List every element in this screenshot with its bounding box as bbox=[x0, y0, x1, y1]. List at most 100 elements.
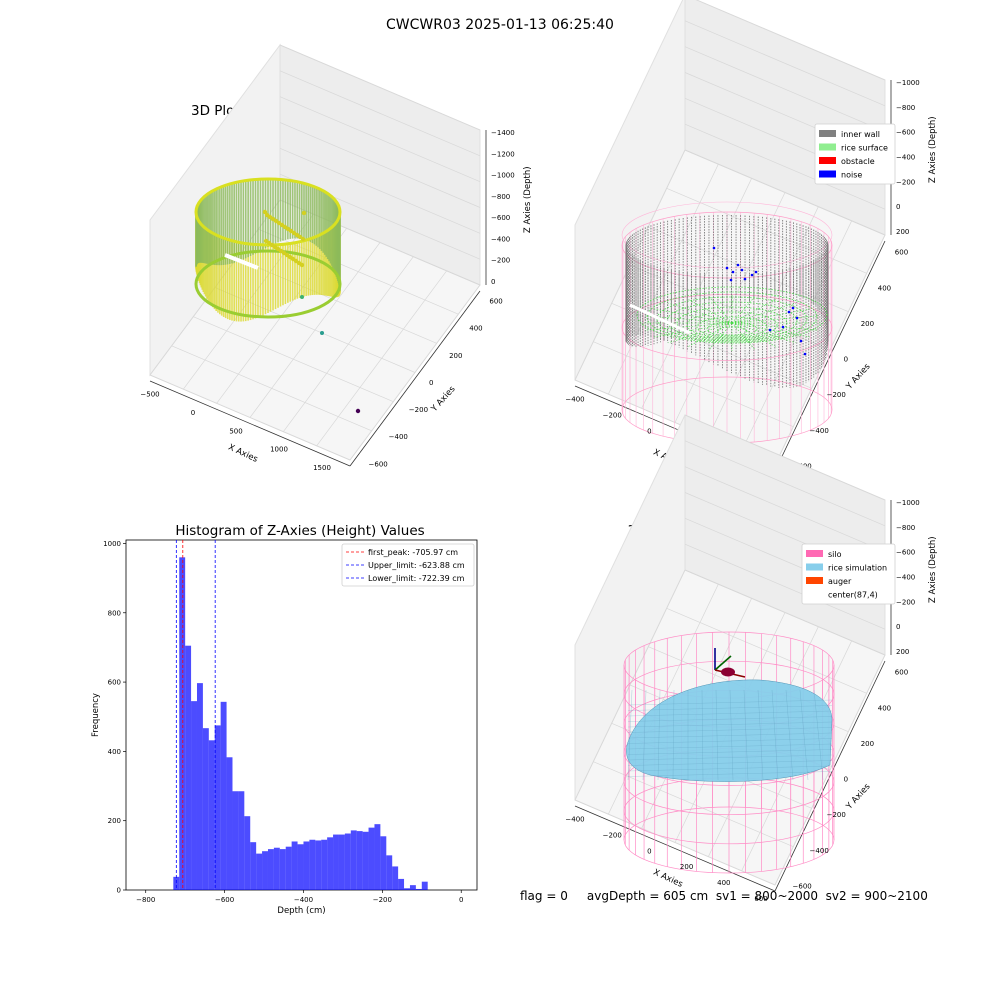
raw-z-tick-label: −1200 bbox=[491, 150, 515, 158]
cls-x-tick-label: −400 bbox=[565, 396, 584, 404]
cls-noise-point bbox=[736, 263, 740, 267]
sim-z-tick-label: −1000 bbox=[896, 499, 920, 507]
simulation-3d-axes: −400 −200 0 200 400 600 600 400 200 0 −200 −400 −600… bbox=[565, 414, 938, 903]
hist-y-tick-label: 0 bbox=[117, 887, 121, 895]
cls-rice-surface-points bbox=[654, 308, 733, 324]
cls-y-axis-line bbox=[774, 240, 886, 472]
raw-x-tick-label: 1500 bbox=[313, 464, 331, 472]
sim-y-axis-label: Y Axies bbox=[844, 781, 873, 812]
hist-y-tick-label: 400 bbox=[108, 748, 121, 756]
hist-bar bbox=[196, 683, 203, 890]
cls-legend-label: rice surface bbox=[841, 144, 888, 153]
hist-bar bbox=[185, 645, 192, 890]
hist-bar bbox=[386, 855, 393, 890]
cls-z-tick-label: 0 bbox=[896, 203, 900, 211]
cls-rice-surface-points bbox=[654, 322, 733, 338]
raw-y-tick-label: −600 bbox=[369, 460, 388, 468]
cls-legend-swatch bbox=[819, 130, 836, 137]
hist-x-tick-label: −200 bbox=[373, 896, 392, 904]
sim-rice-mesh bbox=[627, 749, 833, 755]
sim-legend-label: silo bbox=[828, 550, 842, 559]
sim-rice-mesh bbox=[627, 754, 833, 761]
histogram-axes: −800 −600 −400 −200 0 0 200 400 600 800 1000 Depth … bbox=[91, 539, 478, 916]
hist-y-tick-label: 1000 bbox=[103, 540, 121, 548]
sim-y-tick-label: −600 bbox=[793, 883, 812, 891]
sim-legend-swatch bbox=[806, 563, 823, 571]
cls-grid-line bbox=[684, 20, 886, 107]
hist-bar bbox=[415, 888, 422, 890]
sim-z-tick-label: 200 bbox=[896, 648, 909, 656]
hist-bar bbox=[374, 824, 381, 890]
sim-z-tick-label: 0 bbox=[896, 623, 900, 631]
cls-grid-line bbox=[695, 0, 886, 81]
raw-grid-line bbox=[279, 122, 481, 208]
cls-noise-point bbox=[787, 310, 791, 314]
hist-bar bbox=[273, 847, 280, 890]
sim-grid-line bbox=[684, 414, 886, 501]
cls-noise-point bbox=[712, 246, 716, 250]
classify-3d-axes: −400−20002004006006004002000−200−400−600… bbox=[565, 0, 938, 483]
hist-bar bbox=[238, 791, 245, 890]
cls-rice-surface-points bbox=[636, 286, 828, 344]
hist-bar bbox=[285, 846, 292, 890]
sim-z-tick-label: −600 bbox=[896, 549, 915, 557]
sim-y-tick-label: 400 bbox=[878, 704, 891, 712]
cls-rice-surface-points bbox=[668, 322, 733, 344]
hist-bar bbox=[380, 836, 387, 890]
histogram-title: Histogram of Z-Axies (Height) Values bbox=[175, 523, 425, 539]
raw-z-axis-label: Z Axies (Depth) bbox=[523, 166, 533, 233]
raw-interior-point bbox=[301, 210, 307, 216]
hist-bar bbox=[226, 757, 233, 890]
hist-bar bbox=[333, 834, 339, 890]
cls-noise-point bbox=[803, 352, 807, 356]
raw-interior-point bbox=[264, 212, 270, 218]
raw-y-tick-label: 200 bbox=[449, 352, 462, 360]
hist-x-tick-label: −600 bbox=[215, 896, 234, 904]
cls-noise-point bbox=[740, 268, 744, 272]
cls-grid-line bbox=[684, 123, 886, 210]
raw-x-tick-label: −500 bbox=[140, 391, 159, 399]
hist-bar bbox=[191, 701, 197, 890]
raw-3d-axes: −500 0 500 1000 1500 600 400 200 0 −200 −400 −600 0 −… bbox=[140, 43, 533, 472]
sim-rice-mesh bbox=[701, 689, 704, 781]
cls-gap-streak bbox=[629, 303, 691, 335]
raw-z-tick-label: −200 bbox=[491, 257, 510, 265]
raw-z-tick-label: −1000 bbox=[491, 172, 515, 180]
hist-bar bbox=[297, 844, 304, 890]
raw-grid-line bbox=[349, 284, 481, 461]
sim-x-axis-line bbox=[574, 805, 776, 892]
hist-bar bbox=[303, 841, 310, 890]
raw-outlier-point bbox=[300, 295, 304, 299]
cls-noise-point bbox=[750, 273, 754, 277]
cls-noise-point bbox=[725, 266, 729, 270]
cls-z-tick-label: −200 bbox=[896, 178, 915, 186]
raw-x-axis-label: X Axies bbox=[227, 443, 260, 466]
raw-x-tick-label: 1000 bbox=[270, 446, 288, 454]
hist-legend-label: Upper_limit: -623.88 cm bbox=[368, 561, 465, 570]
cls-rice-surface-points bbox=[731, 322, 796, 344]
sim-rice-mesh bbox=[627, 732, 833, 739]
raw-outlier-point bbox=[320, 331, 324, 335]
sim-y-tick-label: 200 bbox=[861, 740, 874, 748]
cls-y-tick-label: −400 bbox=[810, 427, 829, 435]
cls-rice-surface-points bbox=[731, 322, 819, 331]
sim-z-tick-label: −800 bbox=[896, 524, 915, 532]
sim-grid-line bbox=[684, 569, 886, 656]
sim-rice-mesh bbox=[757, 689, 764, 781]
sim-rice-mesh bbox=[799, 689, 809, 781]
sim-grid-line bbox=[774, 654, 886, 886]
raw-grid-line bbox=[279, 173, 481, 260]
hist-bar bbox=[220, 701, 227, 890]
sim-z-axis-label: Z Axies (Depth) bbox=[928, 536, 938, 603]
hist-x-tick-label: −800 bbox=[136, 896, 155, 904]
raw-y-tick-label: 600 bbox=[489, 298, 502, 306]
hist-bar bbox=[214, 725, 221, 890]
hist-bar bbox=[256, 853, 263, 890]
hist-legend-label: first_peak: -705.97 cm bbox=[368, 548, 458, 557]
sim-legend-label: center(87,4) bbox=[828, 591, 878, 600]
cls-rice-surface-points bbox=[668, 302, 733, 324]
status-footer: flag = 0 avgDepth = 605 cm sv1 = 800~200… bbox=[520, 889, 928, 903]
hist-bar bbox=[392, 866, 399, 890]
sim-rice-mesh bbox=[743, 689, 749, 781]
